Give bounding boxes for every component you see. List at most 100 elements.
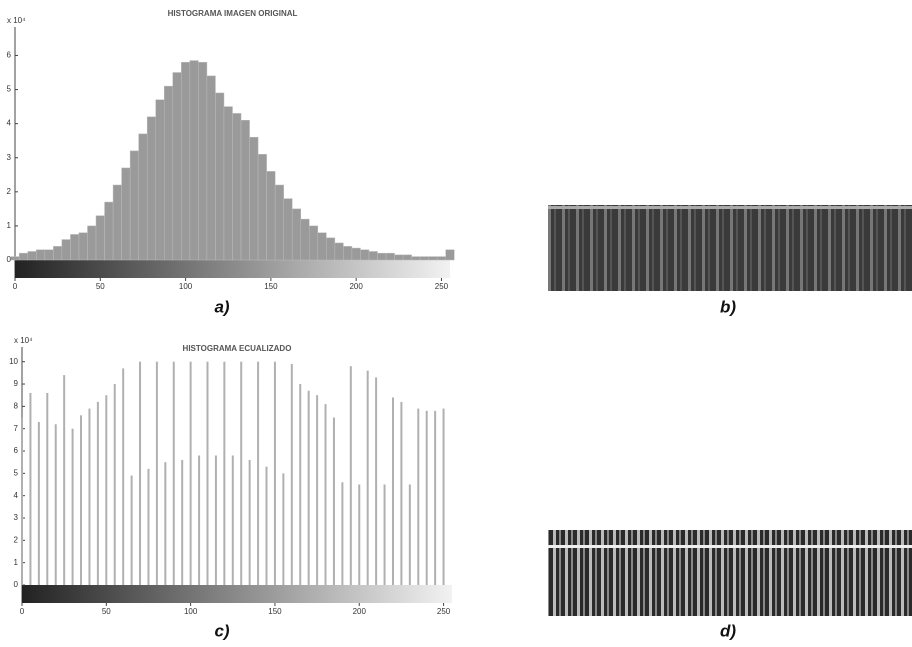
histogram-stem — [273, 361, 276, 585]
histogram-stem — [37, 421, 40, 585]
histogram-bar — [394, 254, 404, 261]
histogram-stem — [248, 459, 251, 585]
x-tick-label: 200 — [353, 607, 367, 616]
histogram-stem — [71, 428, 74, 585]
histogram-stem — [375, 377, 378, 585]
x-tick-label: 150 — [264, 282, 278, 291]
histogram-bar — [411, 256, 421, 261]
histogram-bar — [368, 251, 378, 261]
histogram-stem — [113, 384, 116, 585]
histogram-stem — [257, 361, 260, 585]
histogram-stem — [88, 408, 91, 585]
histogram-stem — [434, 410, 437, 585]
histogram-stem — [206, 361, 209, 585]
histogram-stem — [21, 417, 23, 585]
histogram-stem — [316, 395, 319, 585]
y-tick-label: 2 — [7, 187, 12, 196]
colorbar — [15, 260, 450, 278]
histogram-stem — [417, 408, 420, 585]
histogram-stem — [265, 466, 268, 585]
y-tick-label: 5 — [14, 468, 19, 477]
histogram-bar — [61, 239, 71, 261]
histogram-bar — [377, 252, 387, 261]
histogram-stem — [223, 361, 226, 585]
histogram-bar — [112, 184, 122, 261]
histogram-stem — [425, 410, 428, 585]
histogram-bar — [334, 242, 344, 261]
histogram-stem — [442, 408, 445, 585]
histogram-bar — [215, 92, 225, 261]
histogram-stem — [46, 392, 49, 585]
y-tick-label: 0 — [14, 580, 19, 589]
histogram-stem — [147, 468, 150, 585]
x-tick-label: 50 — [96, 282, 105, 291]
histogram-stem — [105, 395, 108, 585]
x-tick-label: 250 — [435, 282, 449, 291]
histogram-bar — [385, 252, 395, 261]
histogram-stem — [408, 484, 411, 585]
histogram-stem — [307, 390, 310, 585]
histogram-bar — [249, 137, 259, 261]
x-tick-label: 250 — [437, 607, 451, 616]
histogram-stem — [172, 361, 175, 585]
histogram-stem — [198, 455, 201, 585]
histogram-bar — [232, 113, 242, 261]
y-tick-label: 4 — [14, 491, 19, 500]
y-tick-label: 6 — [7, 51, 12, 60]
histogram-bar — [360, 249, 370, 261]
histogram-stem — [189, 361, 192, 585]
histogram-bar — [266, 171, 276, 261]
y-tick-label: 1 — [7, 221, 12, 230]
y-tick-label: 7 — [14, 424, 19, 433]
histogram-stem — [383, 484, 386, 585]
histogram-bar — [291, 208, 301, 261]
histogram-stem — [400, 401, 403, 585]
histogram-stem — [332, 417, 335, 585]
histogram-stem — [122, 368, 125, 585]
histogram-bar — [240, 119, 250, 261]
colorbar — [22, 585, 452, 603]
histogram-stem — [96, 401, 99, 585]
histogram-bar — [419, 256, 429, 261]
histogram-bar — [164, 85, 174, 261]
y-tick-label: 2 — [14, 535, 19, 544]
histogram-bar — [87, 225, 97, 261]
histogram-bar — [155, 99, 165, 261]
histogram-bar — [129, 150, 139, 261]
y-tick-label: 4 — [7, 119, 12, 128]
histogram-bar — [189, 60, 199, 261]
histogram-bar — [283, 198, 293, 261]
histogram-bar — [146, 116, 156, 261]
histogram-stem — [80, 415, 83, 585]
histogram-bar — [300, 218, 310, 261]
x-tick-label: 150 — [268, 607, 282, 616]
histogram-stem — [54, 424, 57, 585]
histogram-bar — [44, 249, 54, 261]
histogram-bar — [317, 232, 327, 261]
histogram-bar — [27, 251, 37, 261]
y-tick-label: 10 — [9, 357, 18, 366]
histogram-bar — [428, 256, 438, 261]
y-tick-label: 0 — [7, 255, 12, 264]
histogram-stem — [214, 455, 217, 585]
chart-title: HISTOGRAMA IMAGEN ORIGINAL — [168, 9, 298, 18]
x-tick-label: 100 — [179, 282, 193, 291]
y-multiplier: x 10⁴ — [14, 336, 33, 345]
histogram-bar — [78, 232, 88, 261]
histogram-bar — [104, 201, 114, 261]
histogram-stem — [164, 462, 167, 585]
y-tick-label: 3 — [7, 153, 12, 162]
histogram-bar — [19, 252, 29, 261]
histogram-bar — [70, 234, 80, 261]
histogram-bar — [138, 133, 148, 261]
histogram-stem — [391, 397, 394, 585]
panel-label: a) — [214, 297, 229, 316]
histogram-bar — [257, 154, 267, 261]
histogram-bar — [10, 256, 20, 261]
panel-label: d) — [720, 621, 736, 640]
histogram-bar — [206, 75, 216, 261]
y-tick-label: 3 — [14, 513, 19, 522]
histogram-bar — [53, 246, 63, 261]
histogram-bar — [95, 215, 105, 261]
